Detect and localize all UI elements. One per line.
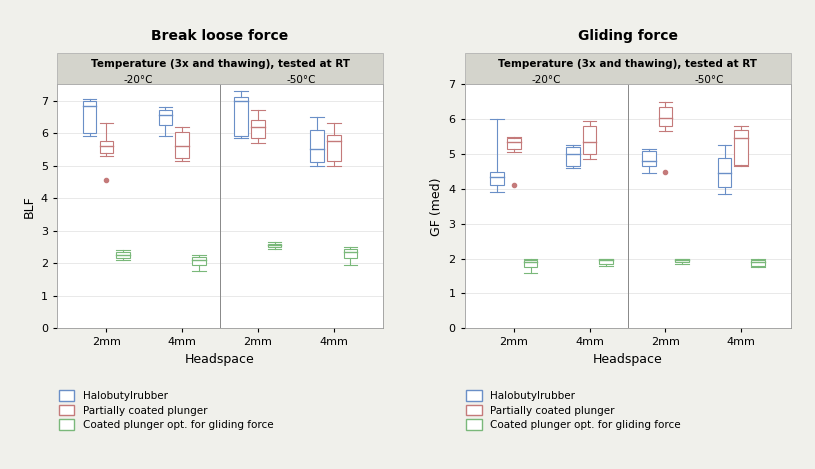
Title: Gliding force: Gliding force <box>578 29 677 43</box>
Title: Break loose force: Break loose force <box>152 29 289 43</box>
Bar <box>507 138 521 149</box>
FancyBboxPatch shape <box>465 53 791 84</box>
Y-axis label: BLF: BLF <box>22 195 35 218</box>
Bar <box>344 249 357 258</box>
Bar <box>718 158 731 187</box>
Bar <box>159 110 172 125</box>
Bar <box>192 257 205 265</box>
Bar <box>268 244 281 247</box>
Bar <box>659 107 672 126</box>
Bar <box>566 147 579 166</box>
Bar <box>751 260 764 265</box>
Bar <box>83 101 96 133</box>
X-axis label: Headspace: Headspace <box>593 353 663 366</box>
Text: -50°C: -50°C <box>287 75 316 85</box>
Bar <box>676 258 689 262</box>
Text: -50°C: -50°C <box>694 75 724 85</box>
Bar <box>491 172 504 185</box>
Text: Temperature (3x and thawing), tested at RT: Temperature (3x and thawing), tested at … <box>498 59 757 69</box>
FancyBboxPatch shape <box>57 53 383 84</box>
Text: -20°C: -20°C <box>531 75 561 85</box>
Bar <box>583 126 597 154</box>
Text: Temperature (3x and thawing), tested at RT: Temperature (3x and thawing), tested at … <box>90 59 350 69</box>
Bar <box>524 260 537 267</box>
Bar <box>311 130 324 162</box>
Text: -20°C: -20°C <box>124 75 153 85</box>
X-axis label: Headspace: Headspace <box>185 353 255 366</box>
Legend: Halobutylrubber, Partially coated plunger, Coated plunger opt. for gliding force: Halobutylrubber, Partially coated plunge… <box>55 387 276 433</box>
Bar <box>235 98 248 136</box>
Bar <box>734 130 748 165</box>
Bar <box>117 252 130 258</box>
Bar <box>251 120 265 138</box>
Bar <box>99 141 113 153</box>
Bar <box>175 132 189 158</box>
Legend: Halobutylrubber, Partially coated plunger, Coated plunger opt. for gliding force: Halobutylrubber, Partially coated plunge… <box>463 387 684 433</box>
Bar <box>327 135 341 161</box>
Y-axis label: GF (med): GF (med) <box>430 177 443 235</box>
Bar <box>642 151 655 166</box>
Bar <box>600 258 613 264</box>
